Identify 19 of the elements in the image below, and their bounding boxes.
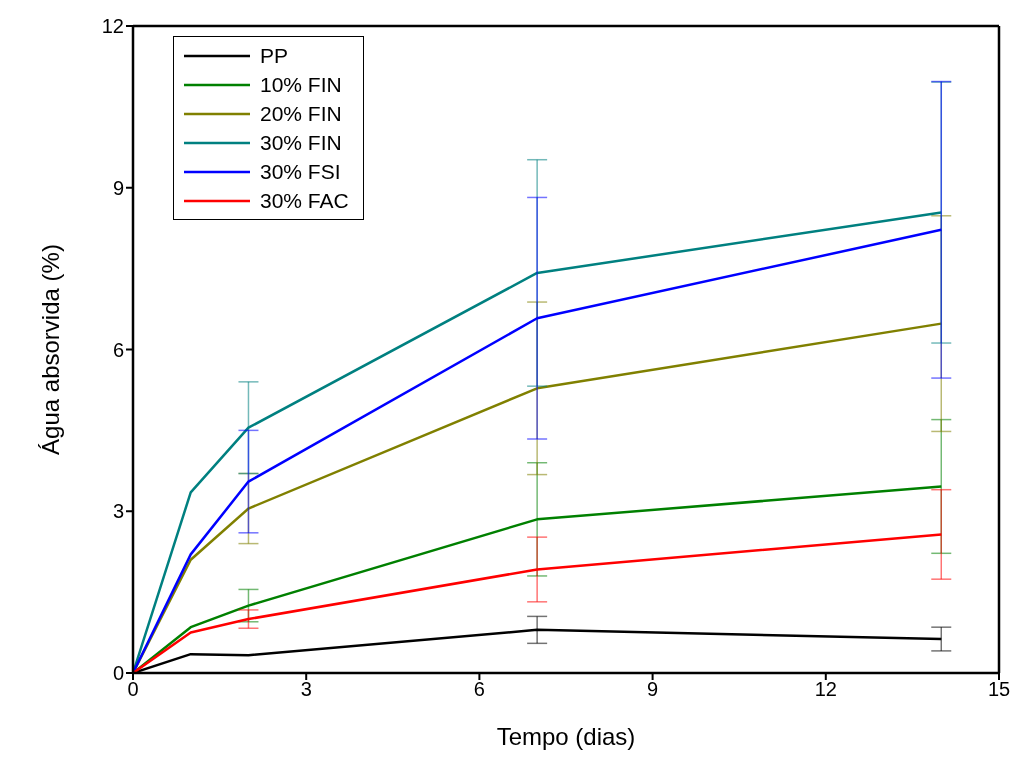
legend-label: 20% FIN: [260, 101, 342, 126]
x-tick-label: 3: [300, 678, 312, 701]
y-tick-label: 12: [101, 15, 124, 38]
legend-label: 10% FIN: [260, 72, 342, 97]
y-tick-label: 9: [112, 176, 124, 199]
x-tick-label: 6: [473, 678, 485, 701]
x-tick-label: 15: [987, 678, 1011, 701]
y-tick-label: 6: [112, 338, 124, 361]
x-axis-title: Tempo (dias): [496, 723, 636, 750]
x-tick-label: 12: [814, 678, 837, 701]
legend-label: 30% FAC: [260, 188, 349, 213]
x-tick-label: 9: [647, 678, 659, 701]
y-tick-label: 0: [112, 662, 124, 685]
legend-label: 30% FSI: [260, 159, 341, 184]
legend-label: PP: [260, 43, 289, 68]
y-axis-title: Água absorvida (%): [36, 244, 64, 455]
x-tick-label: 0: [127, 678, 139, 701]
y-tick-label: 3: [112, 500, 124, 523]
legend-label: 30% FIN: [260, 130, 342, 155]
